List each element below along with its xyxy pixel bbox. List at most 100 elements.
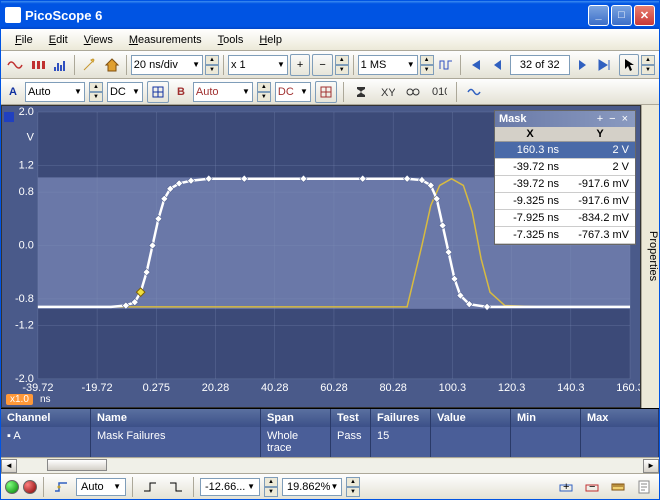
persistence-mode-icon[interactable] bbox=[27, 54, 47, 76]
mask-panel-header[interactable]: Mask + − × bbox=[495, 111, 635, 127]
timebase-up[interactable]: ▲ bbox=[205, 55, 219, 65]
scroll-thumb[interactable] bbox=[47, 459, 107, 471]
prev-page-icon[interactable] bbox=[487, 54, 507, 76]
status-val1[interactable]: -12.66...▼ bbox=[200, 478, 260, 496]
col-failures[interactable]: Failures bbox=[371, 409, 431, 427]
horizontal-scrollbar[interactable]: ◄ ► bbox=[1, 457, 659, 473]
zoom-in-icon[interactable]: + bbox=[290, 54, 310, 76]
svg-text:XY: XY bbox=[381, 87, 395, 99]
scroll-track[interactable] bbox=[17, 459, 643, 473]
mask-row[interactable]: -7.925 ns-834.2 mV bbox=[495, 210, 635, 227]
run-led-icon[interactable] bbox=[5, 480, 19, 494]
trigger-mode-combo[interactable]: Auto▼ bbox=[76, 478, 126, 496]
bits-icon[interactable] bbox=[436, 54, 456, 76]
menu-edit[interactable]: Edit bbox=[41, 32, 76, 48]
notes-icon[interactable] bbox=[633, 476, 655, 498]
minimize-button[interactable]: _ bbox=[588, 5, 609, 26]
samples-up[interactable]: ▲ bbox=[420, 55, 434, 65]
timebase-combo[interactable]: 20 ns/div▼ bbox=[131, 55, 203, 75]
channel-b-coupling[interactable]: DC▼ bbox=[275, 82, 311, 102]
svg-text:100.3: 100.3 bbox=[439, 382, 466, 394]
svg-text:−: − bbox=[589, 481, 595, 493]
math-sigma-icon[interactable] bbox=[350, 81, 372, 103]
menubar: File Edit Views Measurements Tools Help bbox=[1, 29, 659, 51]
mask-close-icon[interactable]: × bbox=[619, 113, 631, 125]
mask-row[interactable]: -7.325 ns-767.3 mV bbox=[495, 227, 635, 244]
col-channel[interactable]: Channel bbox=[1, 409, 91, 427]
trigger-icon[interactable] bbox=[50, 476, 72, 498]
home-icon[interactable] bbox=[101, 54, 121, 76]
status-val2[interactable]: 19.862%▼ bbox=[282, 478, 342, 496]
zoom-combo[interactable]: x 1▼ bbox=[228, 55, 288, 75]
channel-a-coupling[interactable]: DC▼ bbox=[107, 82, 143, 102]
col-test[interactable]: Test bbox=[331, 409, 371, 427]
wand-icon[interactable] bbox=[79, 54, 99, 76]
cha-range-up[interactable]: ▲ bbox=[89, 82, 103, 92]
channel-a-options-icon[interactable] bbox=[147, 81, 169, 103]
menu-file[interactable]: File bbox=[7, 32, 41, 48]
menu-help[interactable]: Help bbox=[251, 32, 290, 48]
menu-measurements[interactable]: Measurements bbox=[121, 32, 210, 48]
timebase-down[interactable]: ▼ bbox=[205, 65, 219, 75]
samples-down[interactable]: ▼ bbox=[420, 65, 434, 75]
rulers-icon[interactable] bbox=[607, 476, 629, 498]
mask-row[interactable]: -39.72 ns2 V bbox=[495, 159, 635, 176]
menu-views[interactable]: Views bbox=[76, 32, 121, 48]
table-row[interactable]: ▪ A Mask Failures Whole trace Pass 15 bbox=[1, 427, 659, 457]
cha-range-down[interactable]: ▼ bbox=[89, 92, 103, 102]
mask-row[interactable]: -39.72 ns-917.6 mV bbox=[495, 176, 635, 193]
col-name[interactable]: Name bbox=[91, 409, 261, 427]
v2-down[interactable]: ▼ bbox=[346, 487, 360, 497]
scope-mode-icon[interactable] bbox=[5, 54, 25, 76]
mask-remove-icon[interactable]: − bbox=[606, 113, 618, 125]
maximize-button[interactable]: □ bbox=[611, 5, 632, 26]
mask-row[interactable]: -9.325 ns-917.6 mV bbox=[495, 193, 635, 210]
scroll-right-icon[interactable]: ► bbox=[643, 459, 659, 473]
mask-add-icon[interactable]: + bbox=[594, 113, 606, 125]
last-page-icon[interactable] bbox=[594, 54, 614, 76]
v2-up[interactable]: ▲ bbox=[346, 477, 360, 487]
channel-b-options-icon[interactable] bbox=[315, 81, 337, 103]
svg-text:-39.72: -39.72 bbox=[22, 382, 53, 394]
ptr-up[interactable]: ▲ bbox=[641, 55, 655, 65]
menu-tools[interactable]: Tools bbox=[210, 32, 252, 48]
chb-range-down[interactable]: ▼ bbox=[257, 92, 271, 102]
mask-col-y: Y bbox=[565, 127, 635, 141]
chb-range-up[interactable]: ▲ bbox=[257, 82, 271, 92]
spectrum-mode-icon[interactable] bbox=[50, 54, 70, 76]
col-span[interactable]: Span bbox=[261, 409, 331, 427]
trigger-edge2-icon[interactable] bbox=[165, 476, 187, 498]
properties-tab[interactable]: Properties bbox=[641, 105, 659, 408]
stop-led-icon[interactable] bbox=[23, 480, 37, 494]
channel-a-range[interactable]: Auto▼ bbox=[25, 82, 85, 102]
pointer-icon[interactable] bbox=[619, 54, 639, 76]
ptr-down[interactable]: ▼ bbox=[641, 65, 655, 75]
svg-text:0.8: 0.8 bbox=[19, 186, 34, 198]
measure-del-icon[interactable]: − bbox=[581, 476, 603, 498]
next-page-icon[interactable] bbox=[572, 54, 592, 76]
zoom-out-icon[interactable]: − bbox=[312, 54, 332, 76]
xy-icon[interactable]: XY bbox=[376, 81, 398, 103]
svg-text:-1.2: -1.2 bbox=[15, 320, 34, 332]
scroll-left-icon[interactable]: ◄ bbox=[1, 459, 17, 473]
mask-row[interactable]: 160.3 ns2 V bbox=[495, 142, 635, 159]
first-page-icon[interactable] bbox=[465, 54, 485, 76]
channel-toolbar: A Auto▼ ▲▼ DC▼ B Auto▼ ▲▼ DC▼ XY 0101 bbox=[1, 79, 659, 105]
trigger-edge-icon[interactable] bbox=[139, 476, 161, 498]
col-max[interactable]: Max bbox=[581, 409, 659, 427]
zoom-up[interactable]: ▲ bbox=[335, 55, 349, 65]
svg-text:0.0: 0.0 bbox=[19, 239, 34, 251]
measure-add-icon[interactable]: + bbox=[555, 476, 577, 498]
v1-up[interactable]: ▲ bbox=[264, 477, 278, 487]
oscilloscope-chart[interactable]: 2.01.20.80.0-0.8-1.2-2.0V-39.72-19.720.2… bbox=[1, 105, 641, 408]
col-min[interactable]: Min bbox=[511, 409, 581, 427]
measure-icon[interactable] bbox=[463, 81, 485, 103]
channel-b-range[interactable]: Auto▼ bbox=[193, 82, 253, 102]
close-button[interactable]: ✕ bbox=[634, 5, 655, 26]
col-value[interactable]: Value bbox=[431, 409, 511, 427]
samples-combo[interactable]: 1 MS▼ bbox=[358, 55, 418, 75]
eye-icon[interactable] bbox=[402, 81, 424, 103]
zoom-down[interactable]: ▼ bbox=[335, 65, 349, 75]
digital-icon[interactable]: 0101 bbox=[428, 81, 450, 103]
v1-down[interactable]: ▼ bbox=[264, 487, 278, 497]
